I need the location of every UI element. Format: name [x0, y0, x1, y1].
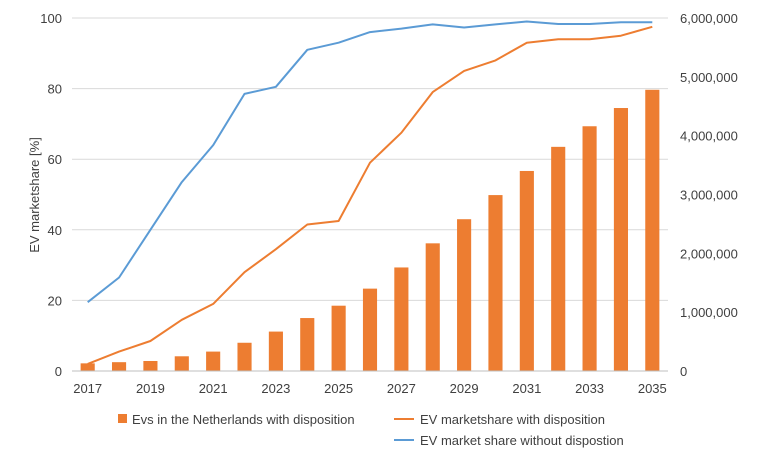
y-tick-label: 40	[48, 223, 62, 238]
bar	[519, 170, 534, 371]
bar	[425, 243, 440, 371]
x-tick-label: 2033	[575, 381, 604, 396]
x-tick-label: 2035	[638, 381, 667, 396]
x-tick-label: 2023	[261, 381, 290, 396]
bar-series	[80, 89, 660, 372]
bar	[645, 89, 660, 371]
x-tick-label: 2029	[450, 381, 479, 396]
y2-tick-label: 2,000,000	[680, 246, 738, 261]
series-line	[87, 25, 653, 365]
bar	[174, 356, 189, 371]
y2-tick-label: 3,000,000	[680, 188, 738, 203]
bar	[551, 146, 566, 371]
gridlines	[72, 17, 668, 301]
y2-tick-label: 5,000,000	[680, 70, 738, 85]
bar	[111, 362, 127, 371]
bar	[488, 195, 503, 371]
x-tick-label: 2019	[136, 381, 165, 396]
legend-label: EV marketshare with disposition	[420, 412, 605, 427]
y-tick-label: 20	[48, 293, 62, 308]
legend-label: Evs in the Netherlands with disposition	[132, 412, 355, 427]
bar	[582, 126, 597, 372]
bar	[394, 267, 409, 371]
y2-tick-label: 0	[680, 364, 687, 379]
line-series	[87, 20, 653, 365]
bar	[331, 305, 346, 371]
x-tick-label: 2017	[73, 381, 102, 396]
y-tick-label: 80	[48, 82, 62, 97]
axes: 0 20 40 60 80 100 0 1,000,000 2,000,000 3,000,000…	[40, 11, 738, 396]
y2-tick-label: 4,000,000	[680, 129, 738, 144]
y-axis-title: EV marketshare [%]	[27, 137, 42, 253]
legend-swatch	[118, 414, 127, 423]
series-line	[87, 20, 653, 303]
bar	[457, 219, 472, 371]
bar	[237, 342, 252, 371]
legend-label: EV market share without dispostion	[420, 433, 624, 448]
bar	[143, 360, 158, 371]
y2-tick-label: 1,000,000	[680, 305, 738, 320]
bar	[206, 351, 221, 371]
x-tick-label: 2027	[387, 381, 416, 396]
y-tick-label: 60	[48, 152, 62, 167]
y-tick-label: 0	[55, 364, 62, 379]
y2-tick-label: 6,000,000	[680, 11, 738, 26]
x-tick-label: 2021	[199, 381, 228, 396]
bar	[300, 318, 315, 371]
y-tick-label: 100	[40, 11, 62, 26]
bar	[362, 288, 378, 371]
bar	[613, 108, 629, 371]
x-tick-label: 2031	[512, 381, 541, 396]
bar	[268, 331, 283, 371]
legend: Evs in the Netherlands with disposition E…	[118, 412, 624, 448]
x-tick-label: 2025	[324, 381, 353, 396]
bar	[80, 363, 95, 371]
